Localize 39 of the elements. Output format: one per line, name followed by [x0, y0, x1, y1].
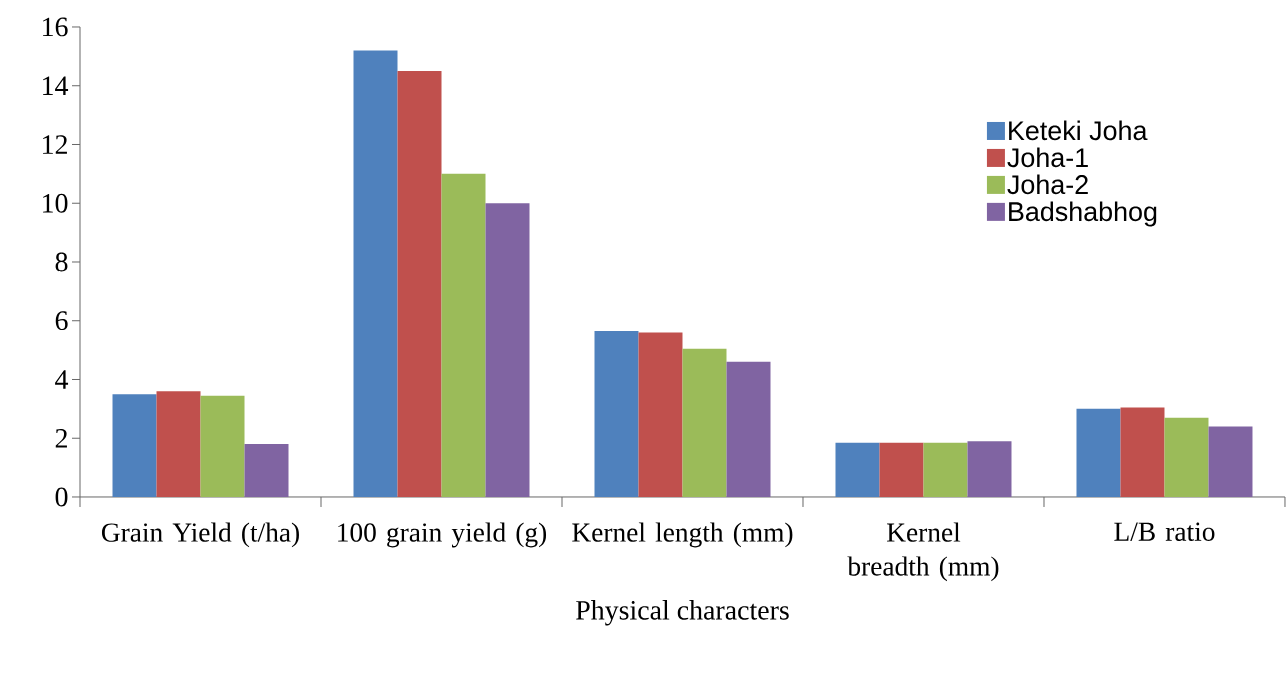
- bar: [682, 348, 727, 497]
- bar: [112, 394, 157, 497]
- bar: [879, 442, 924, 497]
- bar: [726, 361, 771, 497]
- bar: [1208, 426, 1253, 497]
- bar: [1164, 417, 1209, 497]
- bar: [244, 444, 289, 497]
- bar: [1076, 408, 1121, 497]
- bar: [835, 442, 880, 497]
- bar: [923, 442, 968, 497]
- y-tick-label: 10: [43, 193, 68, 213]
- bar: [200, 395, 245, 497]
- x-tick-label: L/B ratio: [1114, 522, 1215, 541]
- legend-label: Keteki Joha: [1009, 120, 1148, 141]
- bar: [594, 331, 639, 497]
- legend-label: Joha-1: [1007, 147, 1088, 168]
- bar: [485, 203, 530, 497]
- y-tick-label: 6: [55, 311, 68, 331]
- bar: [156, 391, 201, 497]
- x-tick-label: Grain Yield (t/ha): [101, 522, 299, 548]
- bar: [638, 332, 683, 497]
- y-tick-label: 8: [55, 252, 68, 272]
- y-tick-label: 14: [43, 76, 69, 95]
- y-tick-label: 12: [43, 135, 67, 154]
- bar: [353, 50, 398, 497]
- y-tick-label: 2: [55, 429, 67, 448]
- bar: [397, 71, 442, 497]
- bar: [967, 441, 1012, 497]
- y-tick-label: 0: [55, 487, 68, 507]
- bar: [441, 173, 486, 497]
- y-tick-label: 4: [55, 370, 69, 389]
- x-tick-label: 100 grain yield (g): [338, 522, 547, 548]
- legend-label: Badshabhog: [1009, 201, 1157, 227]
- x-axis-title: Physical characters: [576, 600, 789, 626]
- y-tick-label: 16: [43, 17, 68, 37]
- x-tick-label: Kernel length (mm): [572, 522, 793, 548]
- legend-label: Joha-2: [1007, 174, 1088, 195]
- bar: [1120, 407, 1165, 497]
- x-tick-label: Kernel breadth (mm): [847, 522, 999, 582]
